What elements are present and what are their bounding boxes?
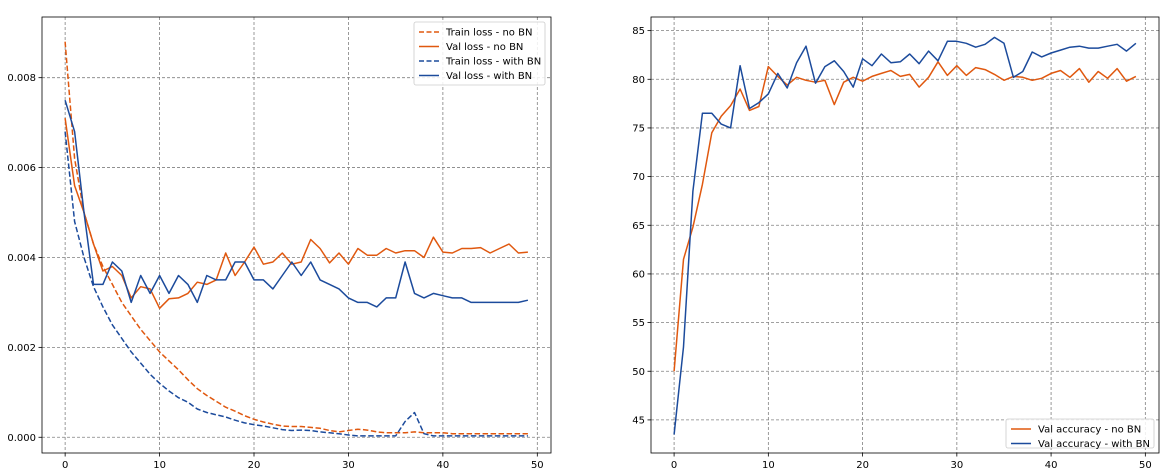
y-tick-label: 65 xyxy=(632,221,645,232)
legend-label: Train loss - with BN xyxy=(445,57,541,68)
series-line-3 xyxy=(64,131,528,437)
x-tick-label: 50 xyxy=(1139,460,1152,471)
x-tick-label: 40 xyxy=(437,460,450,471)
series-line-1 xyxy=(64,41,528,435)
x-tick-label: 10 xyxy=(153,460,166,471)
y-tick-label: 0.008 xyxy=(7,73,36,84)
axes-frame xyxy=(41,16,552,454)
y-tick-label: 0.000 xyxy=(7,433,36,444)
x-tick-label: 30 xyxy=(950,460,963,471)
axes-frame xyxy=(650,16,1160,454)
legend-label: Val accuracy - no BN xyxy=(1038,425,1141,436)
plot-area xyxy=(42,17,551,453)
x-tick-label: 0 xyxy=(671,460,677,471)
series-line-2 xyxy=(64,117,528,310)
y-tick-label: 85 xyxy=(632,26,645,37)
y-tick-label: 80 xyxy=(632,75,645,86)
y-tick-label: 60 xyxy=(632,269,645,280)
legend-label: Val loss - no BN xyxy=(446,42,523,53)
y-tick-label: 0.006 xyxy=(7,163,36,174)
x-tick-label: 50 xyxy=(531,460,544,471)
plot-area xyxy=(651,17,1159,453)
legend: Val accuracy - no BN Val accuracy - with … xyxy=(1005,418,1155,450)
y-tick-label: 75 xyxy=(632,123,645,134)
x-tick-label: 40 xyxy=(1045,460,1058,471)
y-tick-label: 0.004 xyxy=(7,253,36,264)
x-tick-label: 10 xyxy=(762,460,775,471)
x-tick-label: 30 xyxy=(342,460,355,471)
y-tick-label: 45 xyxy=(632,415,645,426)
series-line-4 xyxy=(64,99,529,308)
legend-box xyxy=(1005,418,1155,449)
loss-chart-panel: 0 10 20 30 40 50 0.000 0.002 0.004 0.006 0.008 Trai… xyxy=(7,16,552,471)
x-tick-label: 0 xyxy=(62,460,68,471)
accuracy-chart-panel: 0 10 20 30 40 50 45 50 55 60 65 70 75 80 85 Val accurac… xyxy=(632,16,1160,471)
series-line-1 xyxy=(673,61,1137,372)
legend-label: Val loss - with BN xyxy=(446,71,532,82)
y-tick-label: 70 xyxy=(632,172,645,183)
legend-label: Val accuracy - with BN xyxy=(1038,439,1150,450)
y-tick-label: 50 xyxy=(632,367,645,378)
y-tick-label: 55 xyxy=(632,318,645,329)
legend-label: Train loss - no BN xyxy=(445,28,532,39)
series-line-2 xyxy=(673,36,1137,435)
x-tick-label: 20 xyxy=(856,460,869,471)
y-tick-label: 0.002 xyxy=(7,343,36,354)
x-tick-label: 20 xyxy=(248,460,261,471)
legend-box xyxy=(413,21,546,86)
legend: Train loss - no BN Val loss - no BN Train … xyxy=(413,21,546,86)
